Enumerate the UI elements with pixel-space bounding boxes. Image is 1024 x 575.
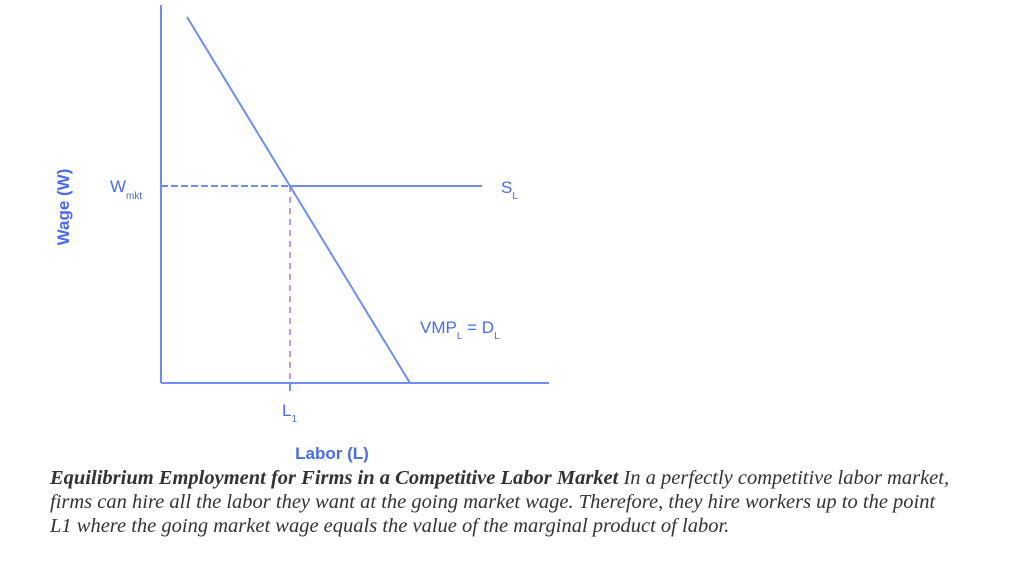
demand-line [186,16,411,384]
supply-label: SL [501,178,518,202]
caption-text: In a perfectly competitive labor market,… [50,467,950,537]
demand-label: VMPL = DL [420,318,500,342]
l1-label: L1 [282,401,297,425]
x-axis-label: Labor (L) [295,444,369,463]
y-axis-label: Wage (W) [54,169,73,246]
wage-label: Wmkt [110,177,142,202]
figure-caption: Equilibrium Employment for Firms in a Co… [50,466,950,538]
caption-title: Equilibrium Employment for Firms in a Co… [50,467,619,489]
